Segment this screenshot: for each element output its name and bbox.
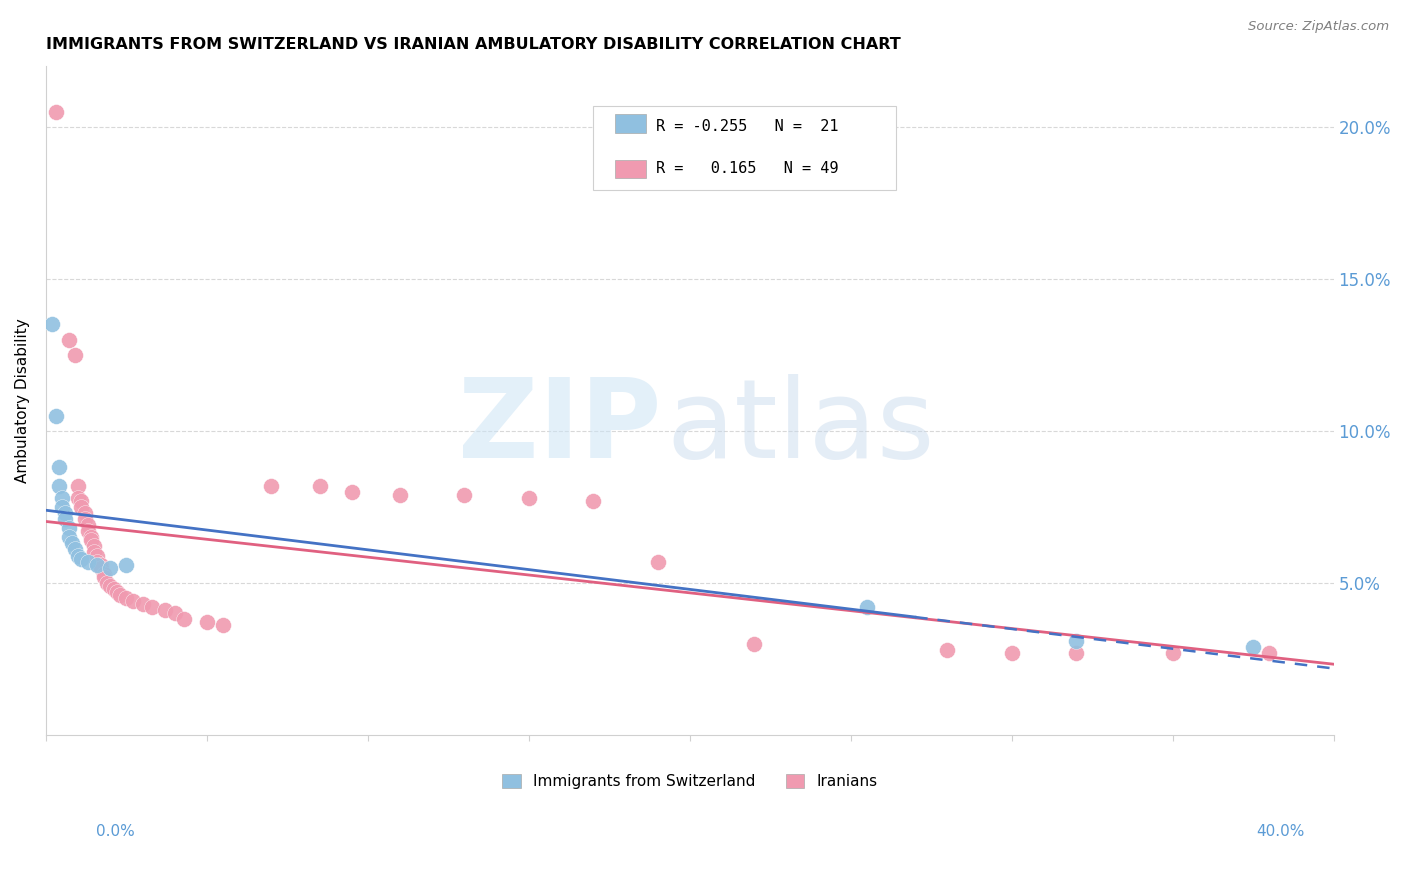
Point — [108, 588, 131, 602]
Point — [90, 558, 112, 572]
Point — [93, 570, 115, 584]
Point — [58, 530, 80, 544]
FancyBboxPatch shape — [614, 160, 645, 178]
Point — [45, 104, 67, 119]
Point — [856, 600, 879, 615]
Point — [67, 549, 90, 563]
Point — [80, 533, 103, 548]
Point — [67, 478, 90, 492]
Point — [48, 460, 70, 475]
Point — [86, 558, 108, 572]
Point — [53, 506, 76, 520]
Point — [73, 506, 96, 520]
Point — [80, 530, 103, 544]
Point — [1001, 646, 1024, 660]
Point — [96, 575, 118, 590]
Point — [1241, 640, 1264, 654]
Text: atlas: atlas — [666, 374, 935, 481]
Text: R = -0.255   N =  21: R = -0.255 N = 21 — [657, 120, 839, 135]
Point — [1064, 633, 1087, 648]
Point — [45, 409, 67, 423]
Text: R =   0.165   N = 49: R = 0.165 N = 49 — [657, 161, 839, 177]
Point — [73, 512, 96, 526]
Point — [93, 566, 115, 581]
Point — [1258, 646, 1281, 660]
Point — [122, 594, 145, 608]
Point — [340, 484, 363, 499]
Point — [647, 555, 669, 569]
Point — [70, 551, 93, 566]
Point — [67, 491, 90, 505]
Point — [742, 637, 765, 651]
Point — [86, 555, 108, 569]
Point — [70, 493, 93, 508]
Point — [60, 536, 83, 550]
Point — [582, 493, 605, 508]
Point — [83, 540, 105, 554]
Point — [115, 558, 138, 572]
Point — [517, 491, 540, 505]
Text: 0.0%: 0.0% — [96, 824, 135, 838]
Text: IMMIGRANTS FROM SWITZERLAND VS IRANIAN AMBULATORY DISABILITY CORRELATION CHART: IMMIGRANTS FROM SWITZERLAND VS IRANIAN A… — [46, 37, 901, 53]
Point — [51, 491, 73, 505]
Point — [389, 488, 412, 502]
Point — [308, 478, 330, 492]
Point — [98, 579, 121, 593]
Text: Source: ZipAtlas.com: Source: ZipAtlas.com — [1249, 20, 1389, 33]
Point — [76, 524, 98, 538]
Point — [83, 545, 105, 559]
Point — [1064, 646, 1087, 660]
Point — [103, 582, 125, 596]
FancyBboxPatch shape — [614, 114, 645, 133]
Legend: Immigrants from Switzerland, Iranians: Immigrants from Switzerland, Iranians — [496, 768, 883, 795]
Point — [58, 521, 80, 535]
Point — [1161, 646, 1184, 660]
Point — [58, 333, 80, 347]
Text: ZIP: ZIP — [458, 374, 661, 481]
Point — [63, 542, 86, 557]
Point — [76, 518, 98, 533]
Point — [98, 560, 121, 574]
Point — [76, 555, 98, 569]
Point — [51, 500, 73, 514]
Point — [41, 318, 63, 332]
Y-axis label: Ambulatory Disability: Ambulatory Disability — [15, 318, 30, 483]
Point — [48, 478, 70, 492]
Point — [90, 560, 112, 574]
Point — [260, 478, 283, 492]
Point — [153, 603, 176, 617]
Point — [105, 585, 128, 599]
Text: 40.0%: 40.0% — [1257, 824, 1305, 838]
Point — [115, 591, 138, 605]
Point — [212, 618, 235, 632]
Point — [195, 615, 218, 630]
Point — [131, 597, 153, 611]
Point — [63, 348, 86, 362]
FancyBboxPatch shape — [593, 106, 896, 190]
Point — [173, 612, 195, 626]
Point — [453, 488, 475, 502]
Point — [936, 642, 959, 657]
Point — [163, 607, 186, 621]
Point — [53, 512, 76, 526]
Point — [70, 500, 93, 514]
Point — [141, 600, 163, 615]
Point — [86, 549, 108, 563]
